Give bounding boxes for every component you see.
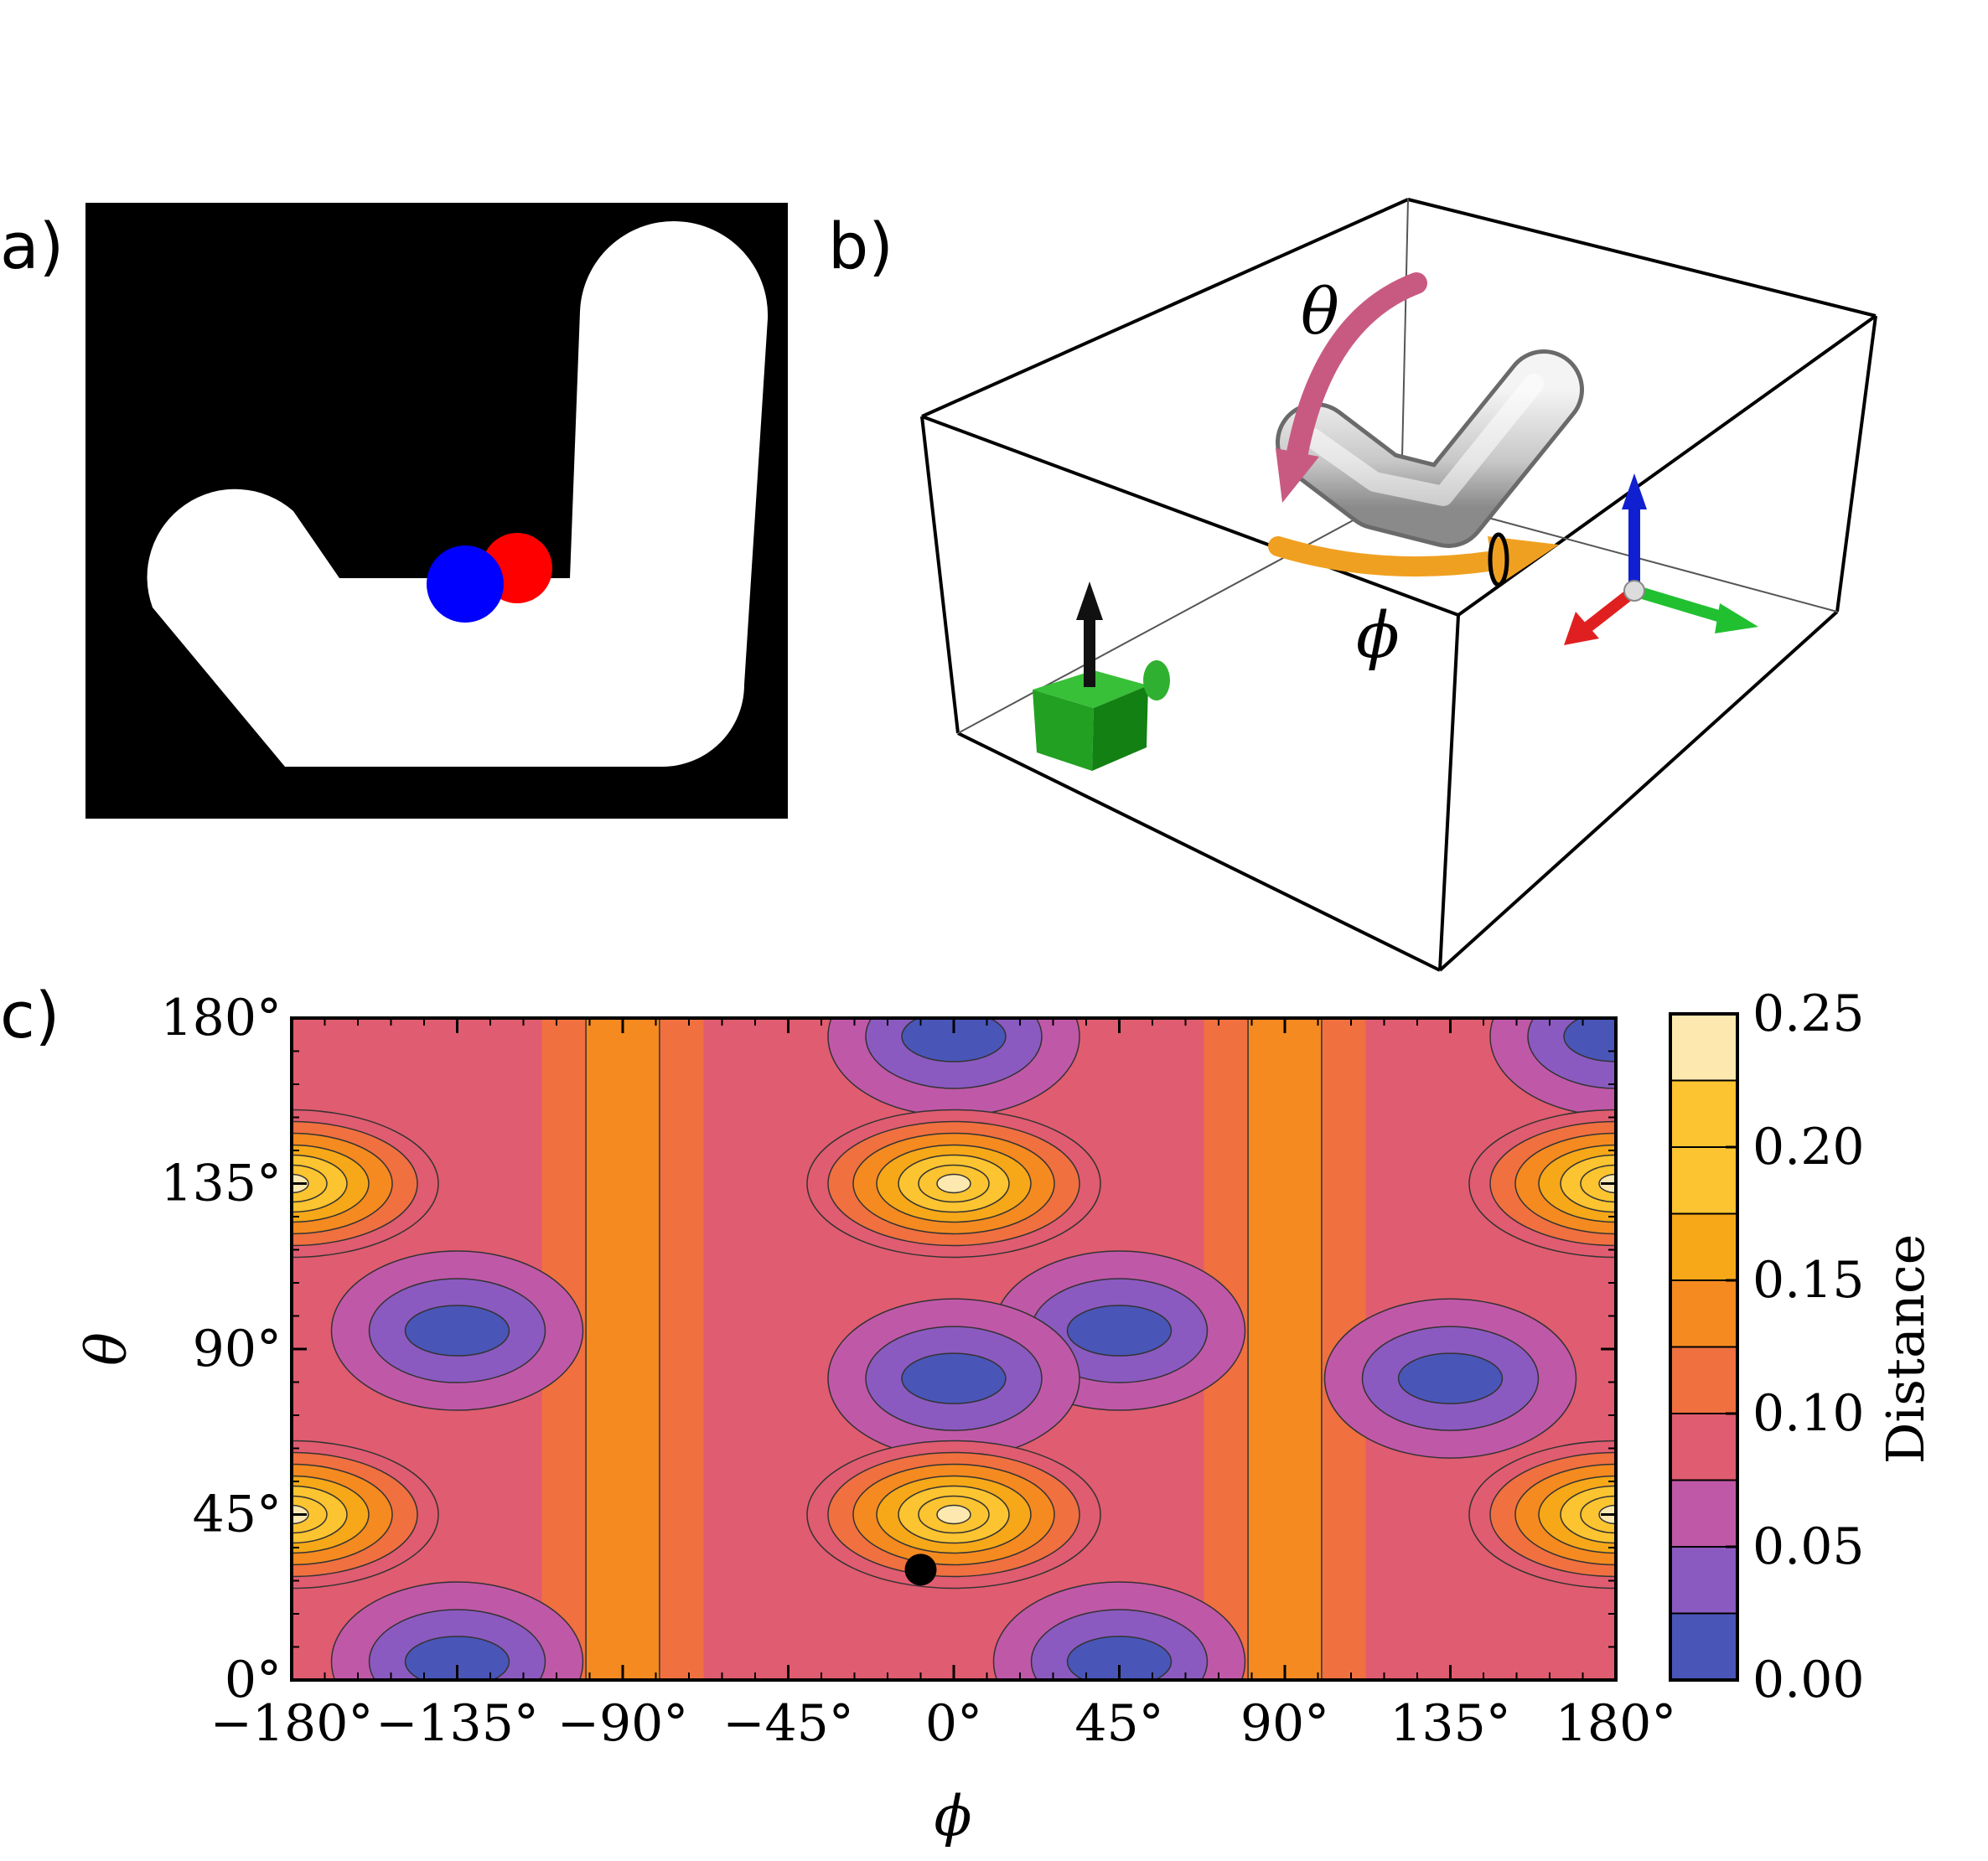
- minimum-3-level-2: [1397, 1352, 1504, 1404]
- phi-label: ϕ: [1356, 597, 1400, 672]
- maximum-2-level-5: [292, 1164, 328, 1203]
- colorbar-swatch-6: [1670, 1212, 1738, 1281]
- minimum-6-level-2: [901, 1018, 1007, 1062]
- minimum-0-level-2: [404, 1305, 510, 1357]
- blue-disk: [427, 545, 504, 623]
- contour-band-core-1: [1247, 1018, 1323, 1680]
- colorbar-swatch-4: [1670, 1346, 1738, 1414]
- colorbar-tick-label-0: 0.00: [1752, 1651, 1865, 1709]
- colorbar-swatch-2: [1670, 1479, 1738, 1548]
- l-shaped-region: [147, 220, 769, 767]
- colorbar-swatch-8: [1670, 1079, 1738, 1148]
- panel-a-label: a): [0, 209, 64, 283]
- y-tick-label-2: 90°: [193, 1320, 282, 1378]
- x-tick-label-1: −135°: [375, 1694, 539, 1753]
- panel-b-label: b): [828, 209, 893, 283]
- colorbar: 0.00 0.05 0.10 0.15 0.20 0.25: [1669, 985, 1865, 1709]
- y-tick-label-0: 0°: [225, 1651, 282, 1709]
- minimum-4-level-2: [404, 1636, 510, 1680]
- colorbar-title: Distance: [1875, 1234, 1936, 1465]
- minimum-1-level-2: [1066, 1305, 1173, 1357]
- colorbar-swatch-7: [1670, 1146, 1738, 1215]
- phi-arrow: [1268, 532, 1559, 587]
- x-axis-title: ϕ: [934, 1784, 972, 1848]
- colorbar-tick-label-2: 0.10: [1752, 1384, 1865, 1443]
- colorbar-swatch-1: [1670, 1546, 1738, 1615]
- maximum-1-level-6: [936, 1504, 971, 1525]
- x-tick-label-5: 45°: [1074, 1694, 1163, 1753]
- contour-band-core-0: [585, 1018, 660, 1680]
- minimum-5-level-2: [1066, 1636, 1173, 1680]
- green-cube-camera: [1033, 582, 1170, 771]
- contour-fills: [292, 1018, 1616, 1680]
- x-ticks: −180° −135° −90° −45° 0° 45° 90° 135° 180°: [210, 1018, 1677, 1753]
- bounding-box: [920, 198, 1877, 972]
- contour-plot: −180° −135° −90° −45° 0° 45° 90° 135° 180° 0° 45°…: [160, 989, 1677, 1753]
- theta-label: θ: [1301, 274, 1339, 349]
- colorbar-swatch-5: [1670, 1279, 1738, 1348]
- maximum-3-level-5: [292, 1495, 328, 1534]
- x-tick-label-0: −180°: [210, 1694, 374, 1753]
- colorbar-frame: [1669, 1012, 1739, 1682]
- colorbar-swatch-0: [1670, 1612, 1738, 1681]
- panel-b-scene: θ ϕ: [920, 198, 1877, 972]
- y-ticks: 0° 45° 90° 135° 180°: [160, 989, 1616, 1709]
- y-tick-label-1: 45°: [193, 1486, 282, 1544]
- x-tick-label-4: 0°: [925, 1694, 982, 1753]
- minimum-7-level-2: [1563, 1018, 1616, 1062]
- current-position-marker: [904, 1553, 937, 1586]
- colorbar-swatch-3: [1670, 1413, 1738, 1481]
- panel-a-scene: [85, 203, 788, 819]
- y-axis-title: θ: [75, 1332, 139, 1366]
- x-tick-label-7: 135°: [1390, 1694, 1511, 1753]
- colorbar-tick-label-4: 0.20: [1752, 1118, 1865, 1176]
- axes-triad: [1564, 473, 1758, 645]
- minimum-2-level-2: [901, 1352, 1007, 1404]
- bent-tube-object: [1276, 349, 1584, 548]
- x-tick-label-3: −45°: [722, 1694, 854, 1753]
- y-tick-label-4: 180°: [160, 989, 282, 1047]
- x-tick-label-8: 180°: [1556, 1694, 1677, 1753]
- colorbar-tick-label-3: 0.15: [1752, 1251, 1865, 1310]
- x-tick-label-2: −90°: [557, 1694, 689, 1753]
- colorbar-tick-label-1: 0.05: [1752, 1517, 1865, 1576]
- x-tick-label-6: 90°: [1240, 1694, 1329, 1753]
- maximum-5-level-5: [1580, 1495, 1616, 1534]
- panel-c-label: c): [0, 978, 60, 1052]
- theta-arrow: [1276, 272, 1427, 503]
- colorbar-swatch-9: [1670, 1013, 1738, 1082]
- colorbar-tick-label-5: 0.25: [1752, 985, 1865, 1043]
- y-tick-label-3: 135°: [160, 1155, 282, 1213]
- maximum-4-level-5: [1580, 1164, 1616, 1203]
- maximum-0-level-6: [936, 1173, 971, 1194]
